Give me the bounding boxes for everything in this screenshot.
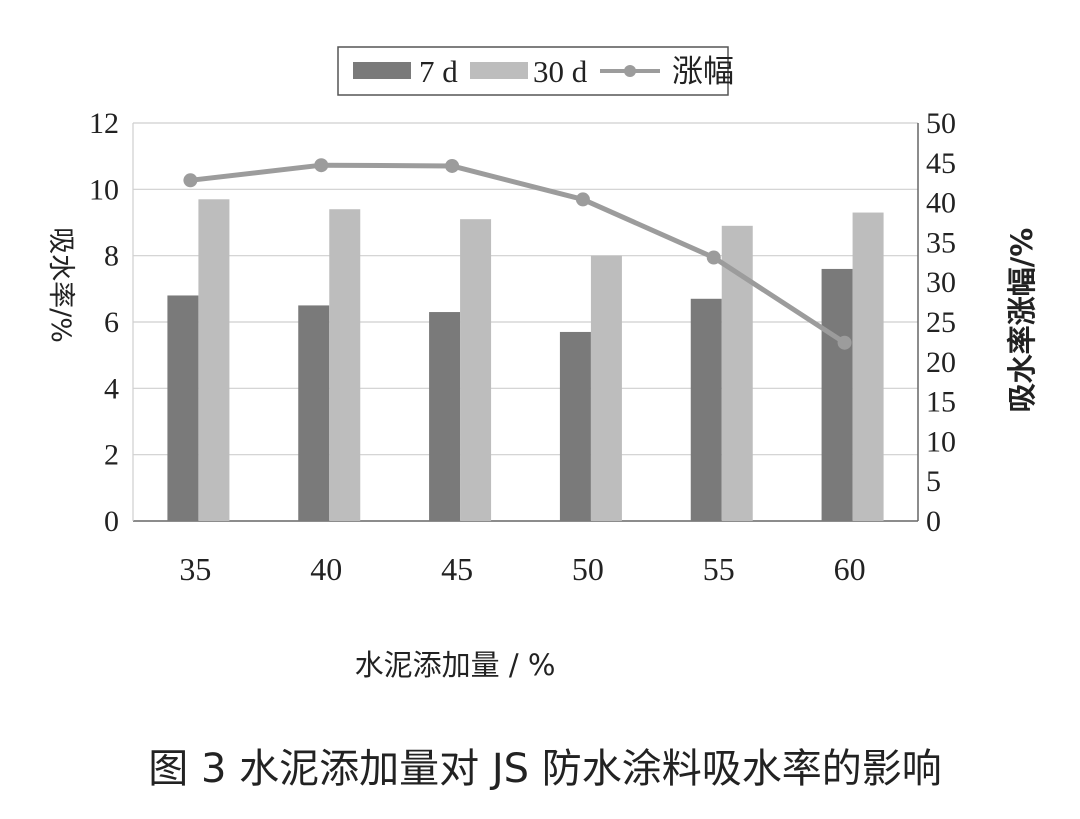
x-tick-label: 40 xyxy=(310,551,342,587)
figure-caption: 图 3 水泥添加量对 JS 防水涂料吸水率的影响 xyxy=(148,746,942,792)
increase-point-35 xyxy=(183,173,198,188)
legend-label-increase: 涨幅 xyxy=(672,54,734,89)
y2-tick-label: 35 xyxy=(926,226,956,259)
x-tick-label: 55 xyxy=(703,551,735,587)
y2-tick-label: 25 xyxy=(926,306,956,339)
legend-marker-increase xyxy=(624,65,636,77)
increase-point-50 xyxy=(575,192,590,207)
bar-7d-35 xyxy=(167,295,199,521)
y2-tick-label: 10 xyxy=(926,425,956,458)
increase-point-40 xyxy=(314,158,329,173)
legend-swatch-7d xyxy=(353,62,411,79)
y2-axis-title: 吸水率涨幅/% xyxy=(1005,228,1039,413)
bar-30d-60 xyxy=(852,212,884,522)
y2-tick-label: 40 xyxy=(926,187,956,220)
legend-label-7d: 7 d xyxy=(419,54,458,89)
x-tick-label: 50 xyxy=(572,551,604,587)
y2-axis-ticks: 0 5 10 15 20 25 30 35 40 45 50 xyxy=(926,107,956,538)
increase-point-45 xyxy=(445,158,460,173)
y-axis-ticks: 0 2 4 6 8 10 12 xyxy=(89,107,119,538)
bar-7d-55 xyxy=(690,298,722,521)
y2-tick-label: 0 xyxy=(926,505,941,538)
gridlines xyxy=(132,122,919,522)
y2-tick-label: 50 xyxy=(926,107,956,140)
y-tick-label: 12 xyxy=(89,107,119,140)
bar-7d-60 xyxy=(821,268,853,521)
x-tick-label: 60 xyxy=(834,551,866,587)
y2-tick-label: 45 xyxy=(926,147,956,180)
y2-tick-label: 30 xyxy=(926,266,956,299)
y2-tick-label: 20 xyxy=(926,346,956,379)
increase-point-60 xyxy=(837,335,852,350)
bar-30d-40 xyxy=(329,209,361,521)
x-tick-label: 35 xyxy=(179,551,211,587)
y-axis-title: 吸水率/% xyxy=(45,227,76,343)
increase-line-path xyxy=(190,162,846,345)
bars xyxy=(167,199,884,522)
y-tick-label: 4 xyxy=(104,372,119,405)
y-tick-label: 0 xyxy=(104,505,119,538)
x-axis-ticks: 35 40 45 50 55 60 xyxy=(179,551,865,587)
y-tick-label: 2 xyxy=(104,439,119,472)
y-tick-label: 6 xyxy=(104,306,119,339)
x-tick-label: 45 xyxy=(441,551,473,587)
increase-line xyxy=(183,158,852,350)
bar-7d-50 xyxy=(559,331,591,521)
increase-point-55 xyxy=(706,250,721,265)
legend: 7 d 30 d 涨幅 xyxy=(337,46,734,96)
legend-swatch-30d xyxy=(470,62,528,79)
bar-7d-45 xyxy=(429,312,461,521)
bar-30d-35 xyxy=(198,199,230,522)
y2-tick-label: 15 xyxy=(926,386,956,419)
x-axis-title: 水泥添加量 / % xyxy=(355,648,556,682)
y2-tick-label: 5 xyxy=(926,465,941,498)
bar-30d-50 xyxy=(590,255,622,521)
y-tick-label: 10 xyxy=(89,173,119,206)
bar-7d-40 xyxy=(298,305,330,521)
y-tick-label: 8 xyxy=(104,240,119,273)
bar-30d-45 xyxy=(460,219,492,521)
legend-label-30d: 30 d xyxy=(533,54,588,89)
